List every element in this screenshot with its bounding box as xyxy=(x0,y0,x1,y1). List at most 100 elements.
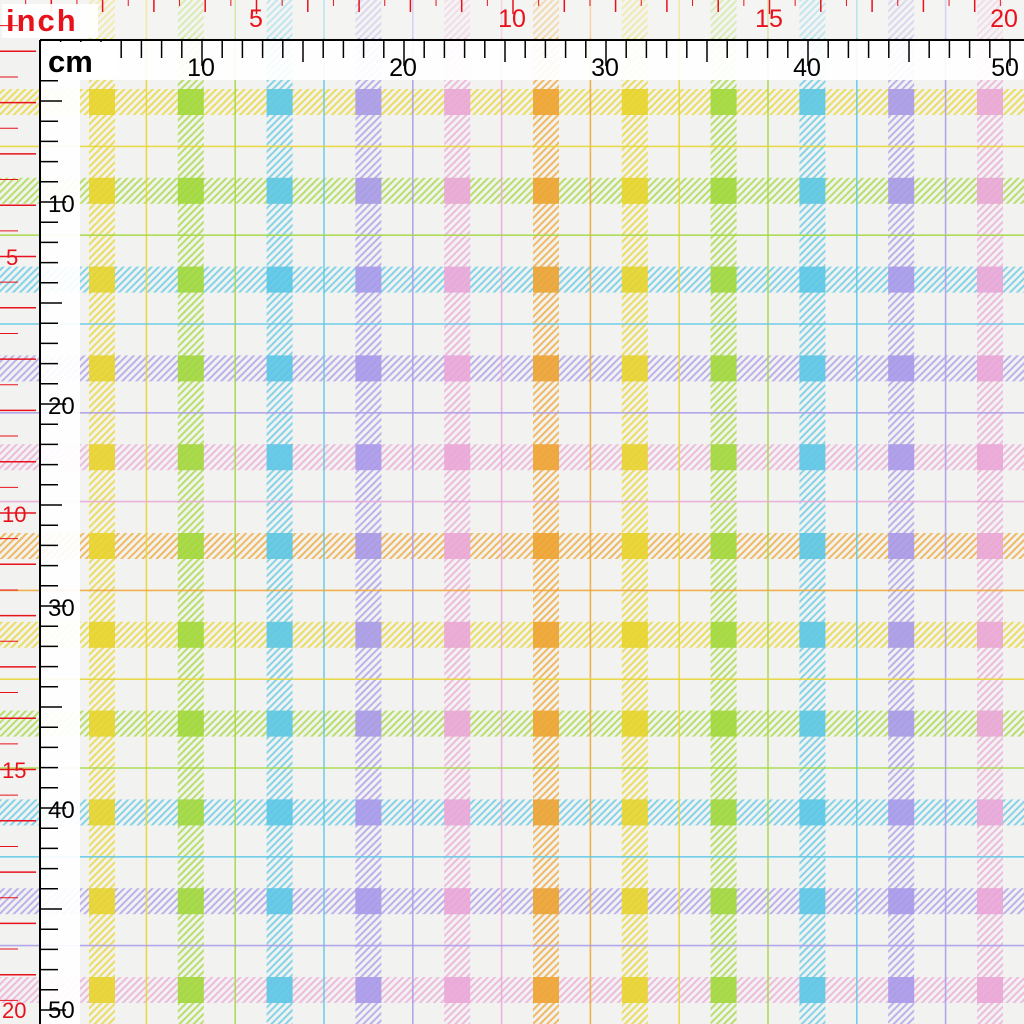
horizontal-stripe-blue xyxy=(0,799,1024,826)
intersection-square xyxy=(799,621,826,648)
inch-top-label-10: 10 xyxy=(498,5,526,33)
cm-top-label-50: 50 xyxy=(991,54,1019,82)
intersection-square xyxy=(177,621,204,648)
intersection-squares xyxy=(89,89,1003,1003)
intersection-square xyxy=(621,710,648,737)
intersection-square xyxy=(710,710,737,737)
intersection-square xyxy=(89,266,115,293)
intersection-square xyxy=(977,266,1003,293)
intersection-square xyxy=(444,977,471,1003)
intersection-square xyxy=(355,710,382,737)
intersection-square xyxy=(355,799,382,826)
horizontal-stripe-yellow xyxy=(0,89,1024,115)
inch-left-label-20: 20 xyxy=(2,998,26,1023)
intersection-square xyxy=(177,89,204,115)
vertical-stripe-yellow xyxy=(89,0,115,1024)
intersection-square xyxy=(710,621,737,648)
intersection-square xyxy=(444,621,471,648)
intersection-square xyxy=(799,89,826,115)
left-inch-ruler: 5 10 15 20 xyxy=(0,25,36,1023)
intersection-square xyxy=(444,355,471,382)
cm-left-label-50: 50 xyxy=(48,997,75,1024)
cm-left-label-30: 30 xyxy=(48,595,75,622)
inch-left-label-10: 10 xyxy=(2,502,26,527)
intersection-square xyxy=(888,533,915,559)
intersection-square xyxy=(888,444,915,471)
cm-left-label-40: 40 xyxy=(48,797,75,824)
intersection-square xyxy=(177,799,204,826)
cm-left-ticks xyxy=(40,80,66,1011)
intersection-square xyxy=(444,89,471,115)
top-cm-ruler: 10 20 30 40 50 cm xyxy=(39,39,1024,82)
intersection-square xyxy=(444,799,471,826)
intersection-square xyxy=(977,977,1003,1003)
intersection-square xyxy=(888,355,915,382)
intersection-square xyxy=(710,533,737,559)
intersection-square xyxy=(888,621,915,648)
vertical-stripes xyxy=(89,0,1003,1024)
cm-top-label-20: 20 xyxy=(389,54,417,82)
intersection-square xyxy=(266,977,293,1003)
cm-top-label-40: 40 xyxy=(793,54,821,82)
intersection-square xyxy=(266,444,293,471)
intersection-square xyxy=(444,266,471,293)
intersection-square xyxy=(89,177,115,204)
intersection-square xyxy=(177,533,204,559)
cm-top-label-10: 10 xyxy=(187,54,215,82)
intersection-square xyxy=(89,444,115,471)
intersection-square xyxy=(710,355,737,382)
intersection-square xyxy=(355,89,382,115)
intersection-square xyxy=(266,533,293,559)
inch-left-ticks xyxy=(0,25,36,1001)
vertical-stripe-blue xyxy=(799,0,826,1024)
intersection-square xyxy=(533,799,559,826)
intersection-square xyxy=(799,355,826,382)
intersection-square xyxy=(444,888,471,915)
intersection-square xyxy=(89,89,115,115)
intersection-square xyxy=(977,888,1003,915)
intersection-square xyxy=(355,444,382,471)
intersection-square xyxy=(799,266,826,293)
intersection-square xyxy=(533,177,559,204)
vertical-stripe-orange xyxy=(533,0,559,1024)
intersection-square xyxy=(977,799,1003,826)
intersection-square xyxy=(621,444,648,471)
vertical-stripe-yellow xyxy=(621,0,648,1024)
vertical-stripe-purple xyxy=(888,0,915,1024)
intersection-square xyxy=(533,888,559,915)
intersection-square xyxy=(89,888,115,915)
intersection-square xyxy=(799,710,826,737)
intersection-square xyxy=(710,177,737,204)
intersection-square xyxy=(89,621,115,648)
intersection-square xyxy=(266,266,293,293)
inch-left-label-5: 5 xyxy=(6,245,18,270)
intersection-square xyxy=(977,355,1003,382)
intersection-square xyxy=(799,177,826,204)
intersection-square xyxy=(89,710,115,737)
intersection-square xyxy=(710,444,737,471)
left-cm-ruler: 10 20 30 40 50 xyxy=(39,40,80,1024)
intersection-square xyxy=(266,710,293,737)
inch-top-label-20: 20 xyxy=(990,5,1018,33)
intersection-square xyxy=(621,533,648,559)
intersection-square xyxy=(533,89,559,115)
cm-top-label-30: 30 xyxy=(591,54,619,82)
intersection-square xyxy=(355,533,382,559)
intersection-square xyxy=(621,89,648,115)
cm-left-label-10: 10 xyxy=(48,191,75,218)
horizontal-stripe-yellow xyxy=(0,621,1024,648)
intersection-square xyxy=(533,266,559,293)
horizontal-stripe-blue xyxy=(0,266,1024,293)
intersection-square xyxy=(799,888,826,915)
intersection-square xyxy=(888,888,915,915)
intersection-square xyxy=(89,977,115,1003)
intersection-square xyxy=(355,977,382,1003)
horizontal-stripe-green xyxy=(0,710,1024,737)
intersection-square xyxy=(888,177,915,204)
intersection-square xyxy=(799,977,826,1003)
intersection-square xyxy=(355,355,382,382)
inch-top-label-5: 5 xyxy=(249,5,263,33)
inch-unit-label: inch xyxy=(6,3,78,38)
vertical-stripe-pink xyxy=(444,0,471,1024)
